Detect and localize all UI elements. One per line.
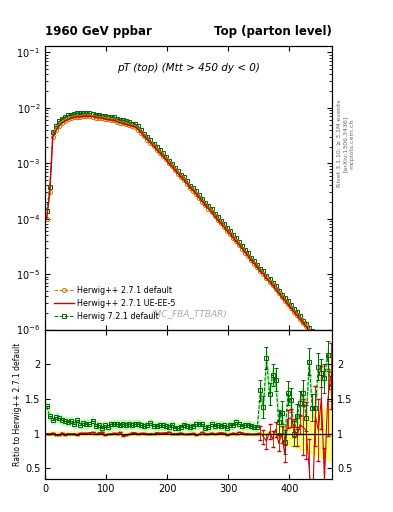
Text: 1960 GeV ppbar: 1960 GeV ppbar: [45, 26, 152, 38]
Text: pT (top) (Mtt > 450 dy < 0): pT (top) (Mtt > 450 dy < 0): [117, 63, 260, 73]
Text: (MC_FBA_TTBAR): (MC_FBA_TTBAR): [150, 309, 227, 318]
Text: Top (parton level): Top (parton level): [214, 26, 332, 38]
Text: [arXiv:1306.3436]: [arXiv:1306.3436]: [343, 115, 348, 172]
Text: Rivet 3.1.10; ≥ 3.1M events: Rivet 3.1.10; ≥ 3.1M events: [337, 99, 342, 187]
Text: mcplots.cern.ch: mcplots.cern.ch: [349, 118, 354, 168]
Y-axis label: Ratio to Herwig++ 2.7.1 default: Ratio to Herwig++ 2.7.1 default: [13, 343, 22, 466]
Legend: Herwig++ 2.7.1 default, Herwig++ 2.7.1 UE-EE-5, Herwig 7.2.1 default: Herwig++ 2.7.1 default, Herwig++ 2.7.1 U…: [50, 283, 179, 324]
